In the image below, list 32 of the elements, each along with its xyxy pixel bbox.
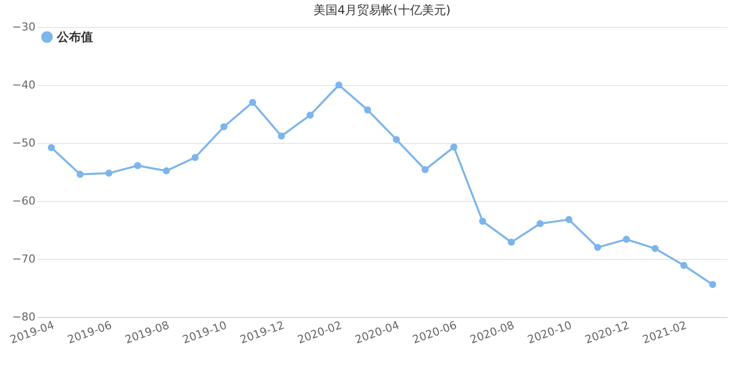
y-tick-label: −60	[12, 194, 36, 208]
y-tick-label: −80	[12, 310, 36, 324]
point	[335, 81, 342, 89]
point	[220, 123, 228, 130]
point	[450, 144, 458, 151]
point	[162, 167, 170, 174]
point	[306, 112, 314, 119]
point	[48, 144, 55, 152]
point	[278, 132, 285, 140]
point	[594, 244, 602, 251]
y-tick-label: −50	[12, 136, 36, 150]
point	[652, 245, 659, 252]
point	[364, 106, 372, 114]
point	[192, 154, 199, 162]
point	[508, 238, 515, 246]
point	[422, 166, 429, 174]
point	[709, 280, 716, 288]
chart-title: 美国4月贸易帐(十亿美元)	[314, 3, 450, 17]
point	[565, 216, 572, 224]
point	[622, 236, 630, 243]
y-tick-label: −40	[12, 78, 36, 92]
y-tick-label: −30	[12, 20, 36, 34]
point	[105, 170, 112, 177]
point	[76, 170, 84, 178]
point	[479, 218, 486, 225]
legend-label: 公布值	[56, 30, 93, 44]
y-tick-label: −70	[12, 252, 36, 266]
point	[680, 262, 688, 269]
point	[249, 98, 256, 106]
point	[392, 136, 400, 144]
point	[536, 220, 544, 228]
point	[134, 162, 142, 170]
